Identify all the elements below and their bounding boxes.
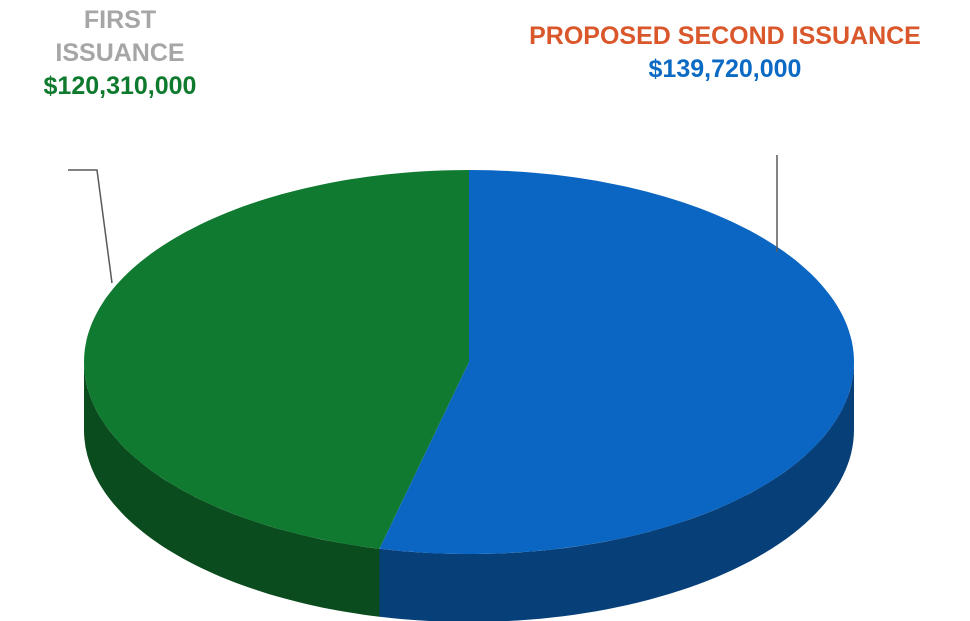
leader-line <box>68 169 113 284</box>
slice-side <box>84 362 380 617</box>
value-label: $139,720,000 <box>648 55 802 83</box>
slice <box>84 170 469 549</box>
slice <box>379 170 854 554</box>
slice-label: PROPOSED SECOND ISSUANCE $139,720,000 <box>480 20 970 86</box>
pie <box>84 170 854 621</box>
slice-label: FIRST ISSUANCE $120,310,000 <box>30 4 210 103</box>
value-label: $120,310,000 <box>43 72 197 100</box>
category-label: FIRST ISSUANCE <box>55 6 185 67</box>
category-label: PROPOSED SECOND ISSUANCE <box>529 22 921 50</box>
slice-side <box>379 362 854 621</box>
